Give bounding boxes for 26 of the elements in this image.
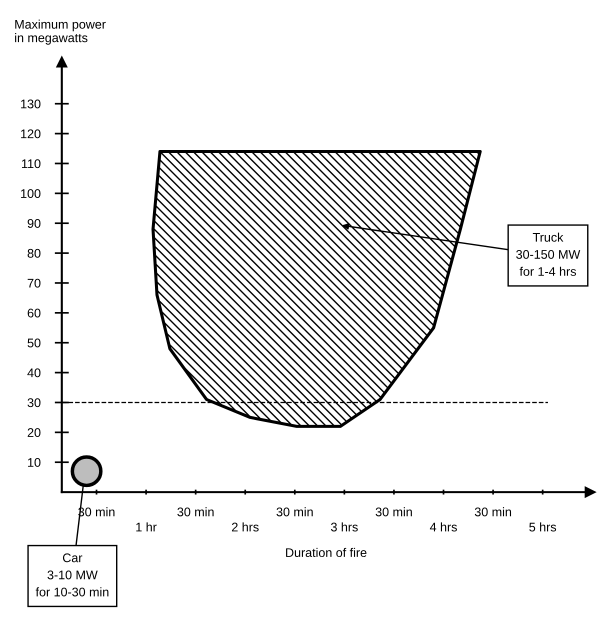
- text: 30 min: [276, 507, 313, 516]
- annotation: Car 3-10 MW for 10-30 min: [36, 553, 108, 596]
- annotation: Truck 30-150 MW for 1-4 hrs: [516, 232, 580, 276]
- x-tick-label: 5 hrs: [529, 522, 556, 532]
- text: 30 min: [177, 507, 214, 516]
- y-tick-label: 70: [28, 278, 40, 288]
- x-axis-title: Duration of fire: [286, 548, 366, 558]
- y-tick-label: 90: [28, 219, 40, 228]
- y-tick-label: 50: [28, 338, 40, 348]
- x-tick-label: 2 hrs: [232, 522, 259, 532]
- y-tick-label: 100: [21, 189, 40, 198]
- y-tick-label: 110: [22, 159, 40, 168]
- y-tick-label: 80: [28, 248, 40, 258]
- x-tick-label: 1 hr: [136, 522, 157, 532]
- y-tick-label: 130: [21, 100, 40, 108]
- y-tick-label: 60: [28, 308, 40, 318]
- y-tick-label: 20: [28, 428, 40, 438]
- y-tick-label: 40: [27, 368, 40, 378]
- x-tick-label: 3 hrs: [330, 522, 358, 532]
- y-tick-label: 30: [28, 398, 40, 408]
- text: 30 min: [474, 507, 512, 516]
- x-tick-label: 4 hrs: [430, 522, 457, 532]
- y-axis-title: Maximum power in megawatts: [15, 20, 106, 45]
- text: 30 min: [376, 507, 412, 516]
- y-tick-label: 10: [28, 458, 40, 467]
- y-tick-label: 120: [21, 129, 40, 138]
